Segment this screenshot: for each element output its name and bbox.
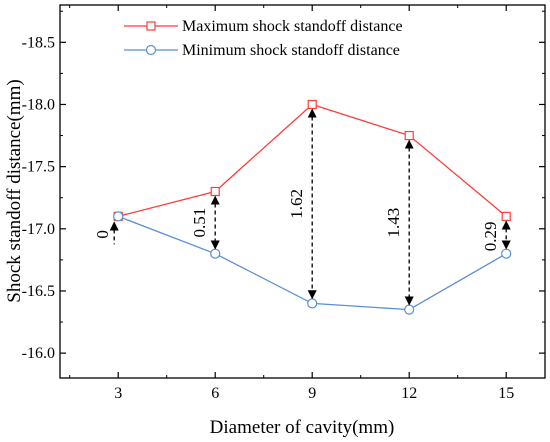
axis-ticks: 3 6 9 12 15 -16.0 -16.5 -17.0 -17.5 -18.0 -18.5 bbox=[22, 5, 545, 402]
data-point-maximum bbox=[307, 99, 317, 110]
annotation-layer: 0 0.51 1.62 1.43 0.29 bbox=[93, 108, 511, 306]
data-point-minimum bbox=[210, 248, 221, 259]
y-tick-label: -18.5 bbox=[22, 34, 55, 51]
x-tick-label: 12 bbox=[401, 385, 417, 402]
difference-label: 0.51 bbox=[190, 208, 209, 238]
x-tick-label: 3 bbox=[114, 385, 122, 402]
y-tick-label: -18.0 bbox=[22, 96, 55, 113]
x-tick-label: 9 bbox=[308, 385, 316, 402]
data-point-minimum bbox=[113, 211, 124, 222]
y-tick-label: -16.5 bbox=[22, 283, 55, 300]
legend-label: Maximum shock standoff distance bbox=[182, 18, 403, 35]
difference-label: 0 bbox=[93, 230, 112, 239]
data-point-maximum bbox=[404, 130, 414, 141]
x-axis-title: Diameter of cavity(mm) bbox=[210, 417, 395, 438]
legend-label: Minimum shock standoff distance bbox=[182, 42, 400, 59]
x-tick-label: 6 bbox=[211, 385, 219, 402]
data-point-minimum bbox=[307, 298, 318, 309]
data-point-minimum bbox=[404, 304, 415, 315]
y-tick-label: -17.5 bbox=[22, 159, 55, 176]
legend-marker-square bbox=[146, 21, 156, 31]
series-layer bbox=[113, 99, 512, 315]
y-axis-title: Shock standoff distance(mm) bbox=[4, 79, 25, 302]
data-point-minimum bbox=[501, 248, 512, 259]
difference-label: 0.29 bbox=[481, 221, 500, 251]
difference-label: 1.43 bbox=[384, 208, 403, 238]
y-tick-label: -17.0 bbox=[22, 221, 55, 238]
legend: Maximum shock standoff distance Minimum s… bbox=[124, 18, 403, 59]
plot-frame bbox=[59, 4, 546, 379]
y-tick-label: -16.0 bbox=[22, 345, 55, 362]
legend-marker-circle bbox=[145, 44, 157, 56]
data-point-maximum bbox=[210, 186, 220, 197]
data-point-maximum bbox=[501, 211, 511, 221]
difference-label: 1.62 bbox=[287, 189, 306, 219]
x-tick-label: 15 bbox=[498, 385, 514, 402]
